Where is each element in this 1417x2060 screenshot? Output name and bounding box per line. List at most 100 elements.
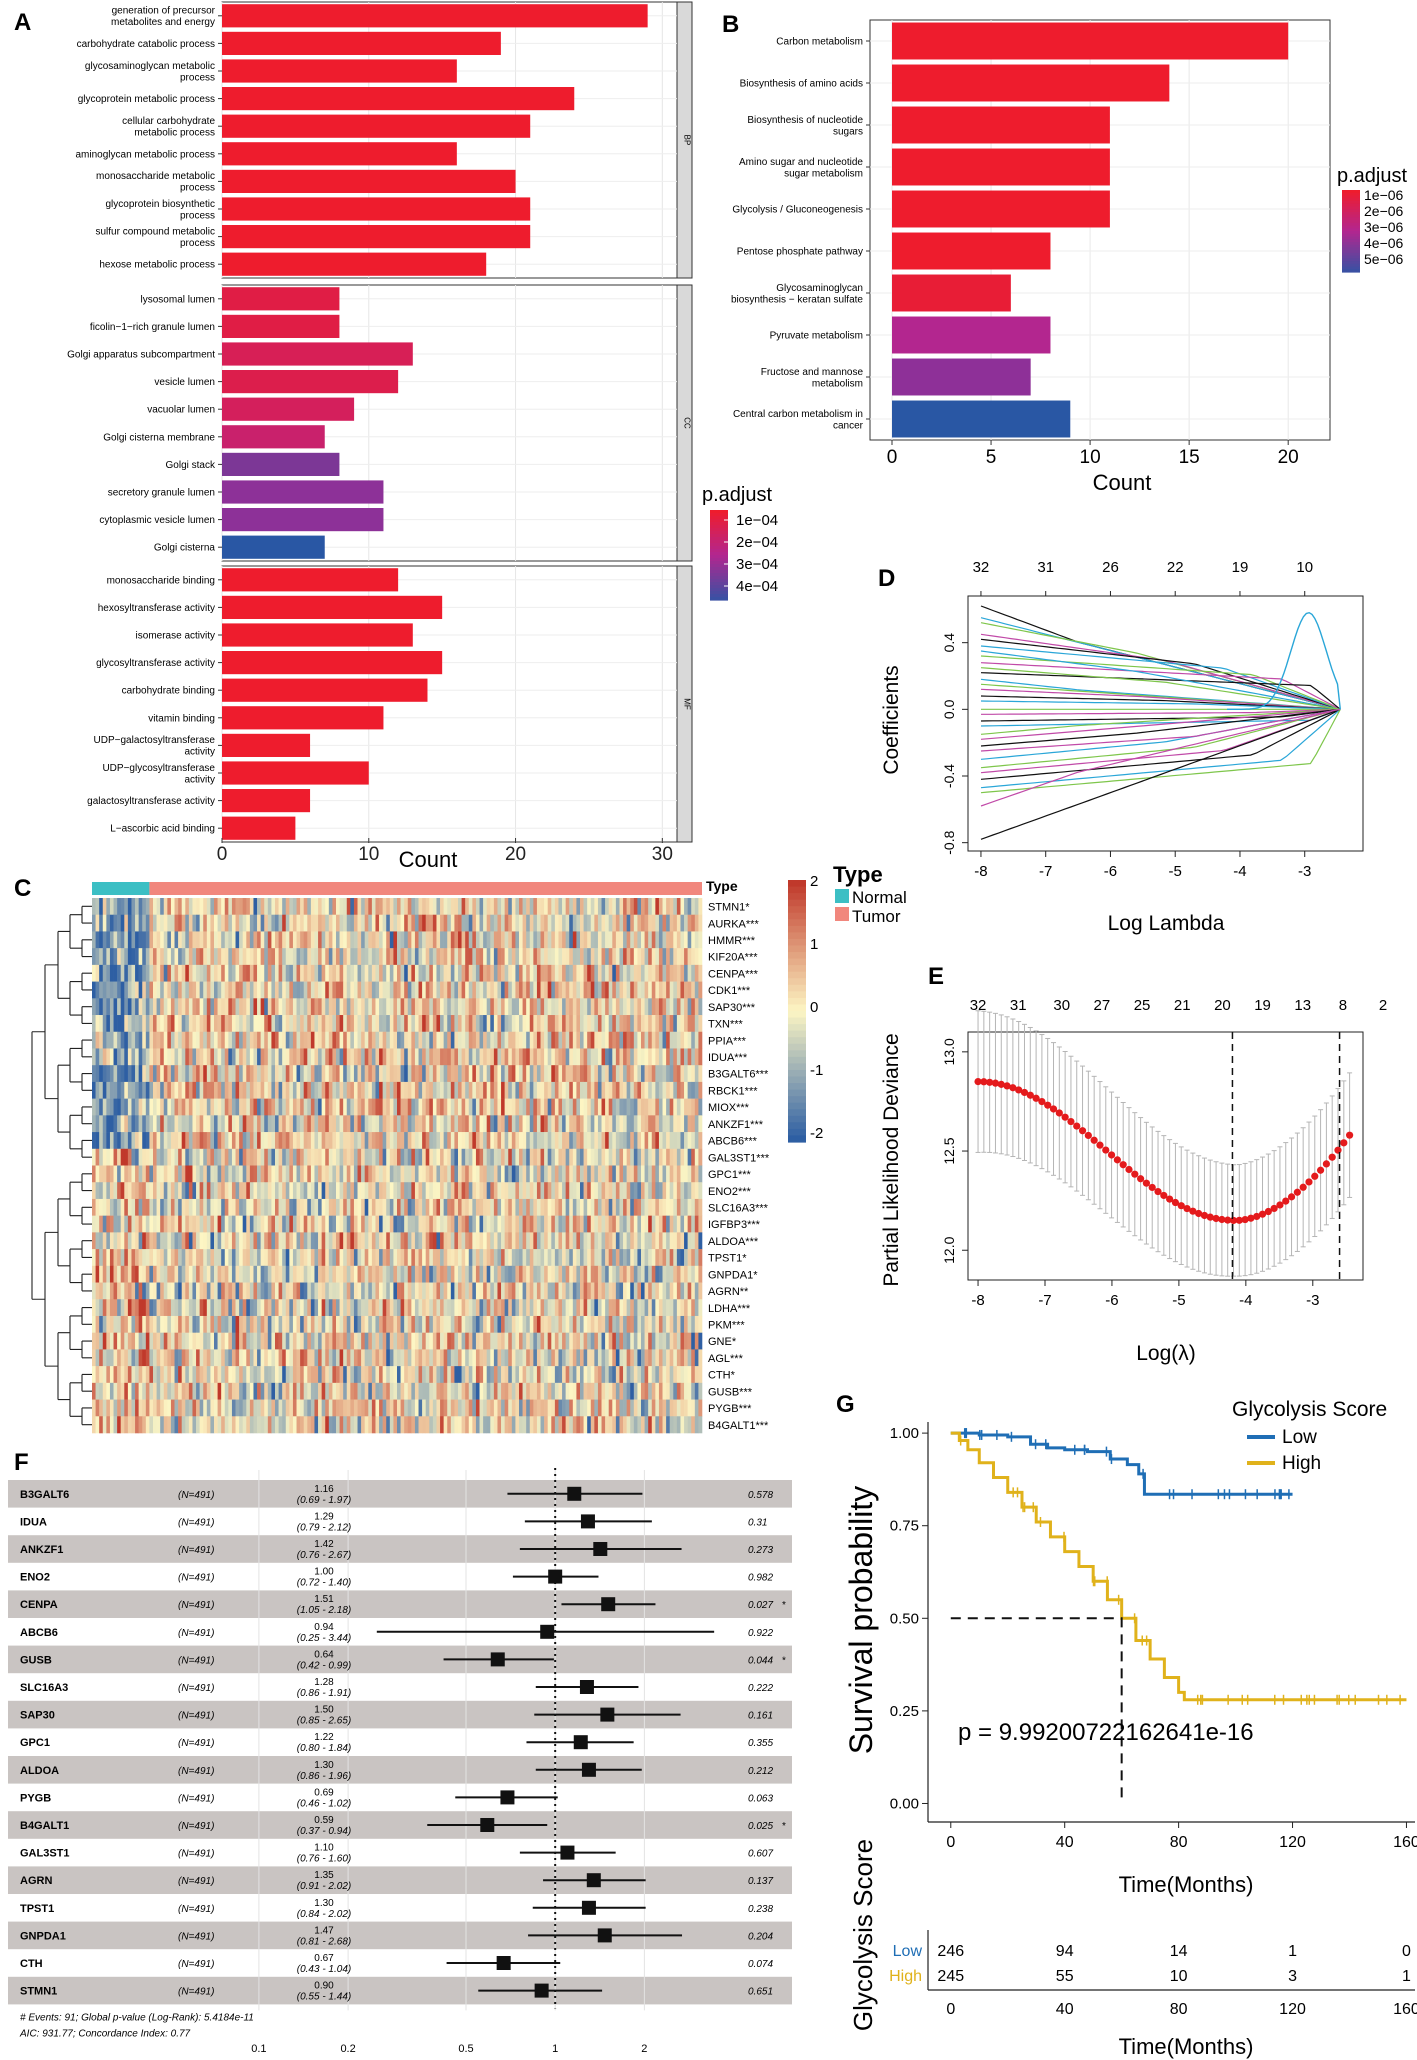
heatmap-cell bbox=[278, 1115, 283, 1133]
heatmap-cell bbox=[605, 914, 610, 932]
heatmap-cell bbox=[142, 1249, 147, 1267]
heatmap-cell bbox=[170, 1299, 175, 1317]
heatmap-cell bbox=[565, 1015, 570, 1033]
heatmap-cell bbox=[275, 1182, 279, 1200]
heatmap-cell bbox=[325, 1031, 330, 1049]
heatmap-cell bbox=[386, 1198, 391, 1216]
heatmap-cell bbox=[371, 998, 376, 1016]
heatmap-cell bbox=[156, 1081, 161, 1099]
heatmap-cell bbox=[461, 1332, 466, 1350]
heatmap-cell bbox=[149, 1048, 154, 1066]
heatmap-cell bbox=[192, 981, 197, 999]
heatmap-cell bbox=[325, 1249, 330, 1267]
heatmap-cell bbox=[239, 1315, 244, 1333]
heatmap-cell bbox=[544, 1299, 549, 1317]
heatmap-cell bbox=[318, 1165, 322, 1183]
heatmap-cell bbox=[558, 1148, 563, 1166]
heatmap-cell bbox=[529, 1198, 534, 1216]
heatmap-cell bbox=[687, 914, 692, 932]
heatmap-cell bbox=[296, 1081, 301, 1099]
heatmap-cell bbox=[386, 948, 391, 966]
heatmap-cell bbox=[131, 1065, 136, 1083]
heatmap-cell bbox=[691, 1215, 696, 1233]
heatmap-cell bbox=[102, 1031, 107, 1049]
heatmap-cell bbox=[343, 1098, 348, 1116]
heatmap-cell bbox=[673, 1065, 678, 1083]
heatmap-cell bbox=[170, 1282, 175, 1300]
heatmap-cell bbox=[231, 1031, 236, 1049]
heatmap-cell bbox=[221, 1165, 226, 1183]
heatmap-cell bbox=[174, 1132, 179, 1150]
heatmap-cell bbox=[307, 1182, 312, 1200]
heatmap-cell bbox=[192, 1282, 197, 1300]
heatmap-cell bbox=[249, 1148, 254, 1166]
heatmap-cell bbox=[436, 981, 441, 999]
heatmap-cell bbox=[644, 1081, 649, 1099]
heatmap-cell bbox=[623, 898, 627, 916]
heatmap-cell bbox=[511, 1332, 516, 1350]
heatmap-cell bbox=[479, 948, 484, 966]
heatmap-cell bbox=[569, 1332, 574, 1350]
heatmap-cell bbox=[192, 1349, 197, 1367]
heatmap-cell bbox=[364, 948, 369, 966]
heatmap-cell bbox=[676, 914, 681, 932]
heatmap-cell bbox=[314, 1315, 319, 1333]
heatmap-cell bbox=[246, 1349, 251, 1367]
heatmap-cell bbox=[160, 1015, 165, 1033]
heatmap-cell bbox=[310, 914, 315, 932]
heatmap-cell bbox=[282, 1332, 287, 1350]
heatmap-cell bbox=[325, 1132, 330, 1150]
heatmap-cell bbox=[228, 1148, 233, 1166]
heatmap-cell bbox=[551, 948, 556, 966]
legend-gradient-step bbox=[1342, 266, 1360, 270]
heatmap-cell bbox=[160, 1182, 165, 1200]
heatmap-cell bbox=[454, 1065, 459, 1083]
heatmap-cell bbox=[547, 1265, 552, 1283]
heatmap-cell bbox=[554, 1098, 559, 1116]
heatmap-cell bbox=[669, 1081, 674, 1099]
category-label: monosaccharide binding bbox=[107, 575, 215, 586]
heatmap-cell bbox=[239, 898, 244, 916]
heatmap-cell bbox=[458, 1198, 462, 1216]
heatmap-cell bbox=[386, 1265, 391, 1283]
heatmap-cell bbox=[170, 1249, 175, 1267]
heatmap-cell bbox=[432, 931, 437, 949]
heatmap-cell bbox=[447, 1048, 452, 1066]
heatmap-cell bbox=[508, 1198, 513, 1216]
heatmap-cell bbox=[637, 1015, 642, 1033]
heatmap-cell bbox=[214, 931, 218, 949]
gene-label: IGFBP3*** bbox=[708, 1219, 761, 1231]
heatmap-cell bbox=[458, 1265, 462, 1283]
heatmap-cell bbox=[666, 914, 671, 932]
heatmap-cell bbox=[260, 1015, 265, 1033]
heatmap-cell bbox=[332, 1065, 337, 1083]
heatmap-cell bbox=[260, 898, 265, 916]
heatmap-cell bbox=[217, 1148, 222, 1166]
heatmap-cell bbox=[246, 1198, 251, 1216]
heatmap-cell bbox=[447, 964, 452, 982]
heatmap-cell bbox=[379, 1265, 383, 1283]
heatmap-cell bbox=[336, 914, 340, 932]
heatmap-cell bbox=[310, 1265, 315, 1283]
heatmap-cell bbox=[199, 1315, 204, 1333]
heatmap-cell bbox=[468, 914, 473, 932]
heatmap-cell bbox=[454, 1148, 459, 1166]
heatmap-cell bbox=[501, 1031, 505, 1049]
heatmap-cell bbox=[633, 948, 638, 966]
heatmap-cell bbox=[92, 964, 96, 982]
heatmap-cell bbox=[249, 1182, 254, 1200]
heatmap-cell bbox=[271, 1232, 276, 1250]
heatmap-cell bbox=[501, 1265, 505, 1283]
heatmap-cell bbox=[562, 1048, 566, 1066]
heatmap-cell bbox=[361, 1315, 366, 1333]
heatmap-cell bbox=[109, 1249, 114, 1267]
heatmap-cell bbox=[328, 1215, 333, 1233]
heatmap-cell bbox=[515, 1098, 520, 1116]
heatmap-cell bbox=[605, 1115, 610, 1133]
heatmap-cell bbox=[544, 1098, 549, 1116]
heatmap-cell bbox=[246, 1249, 251, 1267]
heatmap-cell bbox=[422, 1165, 427, 1183]
heatmap-cell bbox=[447, 1232, 452, 1250]
heatmap-cell bbox=[364, 1332, 369, 1350]
heatmap-cell bbox=[612, 1115, 617, 1133]
